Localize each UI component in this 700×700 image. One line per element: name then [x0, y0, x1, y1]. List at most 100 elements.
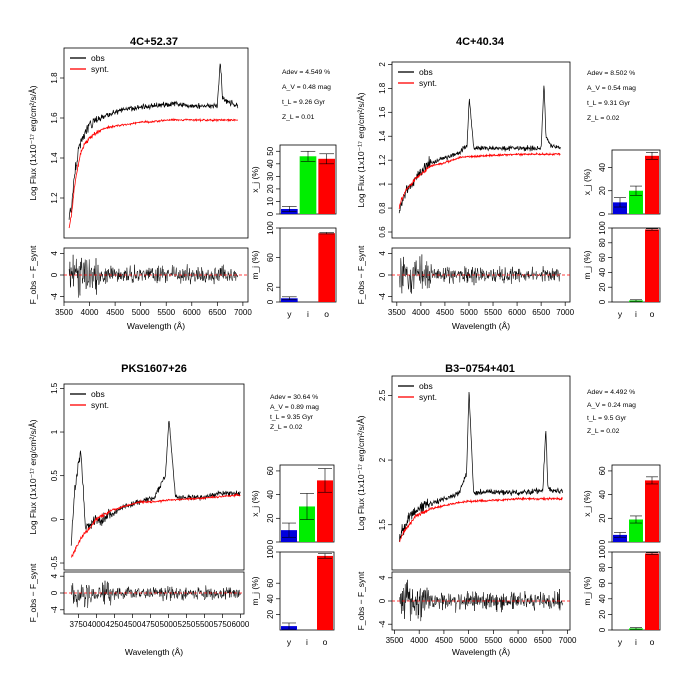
annotation-line: Adev = 30.64 % [270, 394, 318, 401]
flux-ylabel: Log Flux (1x10⁻¹⁷ erg/cm²/s/Å) [356, 415, 366, 530]
panel-title: 4C+40.34 [456, 36, 505, 48]
fit-annotations: Adev = 8.502 % A_V = 0.54 mag t_L = 9.31 G… [587, 70, 636, 122]
mj-frame [279, 227, 337, 303]
xlabel: Wavelength (Å) [452, 647, 510, 657]
bar-category-label: o [324, 309, 329, 319]
spectrum-synt-line [398, 151, 561, 209]
mj-ylabel: m_j (%) [582, 250, 592, 279]
annotation-line: t_L = 9.35 Gyr [270, 414, 314, 421]
mj-frame [279, 551, 335, 631]
mj-ytick-label: 0 [598, 299, 607, 304]
mj-ytick-label: 80 [598, 563, 607, 572]
flux-ytick-label: -0.5 [50, 556, 59, 570]
legend-obs-label: obs [419, 67, 433, 77]
residual-ytick-label: 0 [378, 272, 387, 277]
legend-synt-label: synt. [91, 64, 109, 74]
xtick-label: 4500 [436, 308, 454, 317]
bar-category-label: y [287, 309, 292, 319]
flux-ytick-label: 1.4 [378, 130, 387, 142]
bar-category-label: o [650, 637, 655, 647]
xtick-label: 5000 [460, 308, 478, 317]
xj-bar-i [629, 519, 643, 542]
mj-ytick-label: 0 [266, 299, 275, 304]
xj-ytick-label: 50 [266, 146, 275, 155]
xtick-label: 6000 [183, 308, 201, 317]
bar-category-label: i [635, 309, 637, 319]
annotation-line: Adev = 8.502 % [587, 70, 635, 77]
xtick-label: 5500 [484, 308, 502, 317]
flux-plot-frame [63, 47, 249, 239]
xj-ytick-label: 0 [598, 211, 607, 216]
xtick-label: 4000 [410, 636, 428, 645]
xj-ytick-label: 10 [266, 196, 275, 205]
flux-ytick-label: 2 [378, 62, 387, 67]
annotation-line: Z_L = 0.02 [587, 428, 620, 435]
panel-title: 4C+52.37 [130, 36, 178, 48]
xtick-label: 3500 [388, 308, 406, 317]
panel-title: PKS1607+26 [121, 363, 187, 375]
flux-ytick-label: 1.6 [378, 106, 387, 118]
xtick-label: 4500 [106, 308, 124, 317]
residual-ylabel: F_obs − F_synt [356, 571, 366, 630]
flux-ytick-label: 0 [50, 517, 59, 522]
xtick-label: 5000 [460, 636, 478, 645]
xj-bar-y [613, 202, 627, 214]
residual-ylabel: F_obs − F_synt [28, 245, 38, 304]
mj-bar-y [281, 298, 298, 302]
mj-ytick-label: 20 [598, 282, 607, 291]
flux-ytick-label: 0.6 [378, 226, 387, 238]
residual-ytick-label: 4 [378, 575, 387, 580]
xtick-label: 6000 [509, 636, 527, 645]
bar-category-label: o [323, 637, 328, 647]
xj-bar-o [318, 158, 335, 214]
legend-obs-label: obs [91, 389, 105, 399]
xj-ytick-label: 40 [598, 490, 607, 499]
residual-ylabel: F_obs − F_synt [28, 563, 38, 622]
xtick-label: 3500 [55, 308, 73, 317]
xj-bar-o [645, 155, 659, 214]
mj-bar-o [645, 553, 659, 630]
mj-ytick-label: 20 [266, 282, 275, 291]
residual-line [398, 254, 561, 294]
xtick-label: 3500 [386, 636, 404, 645]
xtick-label: 6500 [532, 308, 550, 317]
xtick-label: 5500 [196, 620, 214, 629]
residual-ylabel: F_obs − F_synt [356, 245, 366, 304]
mj-ytick-label: 100 [266, 221, 275, 235]
xj-ytick-label: 20 [598, 186, 607, 195]
xtick-label: 5250 [178, 620, 196, 629]
flux-ytick-label: 2.5 [378, 389, 387, 401]
xtick-label: 4000 [81, 308, 99, 317]
xj-bar-y [613, 534, 627, 542]
bar-category-label: i [307, 309, 309, 319]
mj-ytick-label: 40 [598, 594, 607, 603]
xtick-label: 4750 [142, 620, 160, 629]
xtick-label: 4250 [106, 620, 124, 629]
xj-ytick-label: 0 [598, 539, 607, 544]
mj-ytick-label: 20 [266, 609, 275, 618]
flux-ytick-label: 1.4 [50, 152, 59, 164]
bar-category-label: y [618, 309, 623, 319]
xj-ytick-label: 60 [266, 466, 275, 475]
xlabel: Wavelength (Å) [127, 321, 185, 331]
xlabel: Wavelength (Å) [125, 647, 183, 657]
xj-ytick-label: 0 [266, 211, 275, 216]
mj-ylabel: m_j (%) [250, 576, 260, 605]
mj-ytick-label: 100 [598, 545, 607, 559]
xlabel: Wavelength (Å) [452, 321, 510, 331]
xtick-label: 5500 [157, 308, 175, 317]
mj-ytick-label: 40 [266, 594, 275, 603]
annotation-line: A_V = 0.48 mag [282, 84, 331, 91]
bar-category-label: y [618, 637, 623, 647]
mj-ylabel: m_j (%) [582, 576, 592, 605]
mj-ytick-label: 60 [598, 253, 607, 262]
fit-annotations: Adev = 4.492 % A_V = 0.24 mag t_L = 9.5 Gy… [587, 389, 636, 435]
flux-ytick-label: 1.2 [50, 192, 59, 204]
xj-ytick-label: 40 [266, 159, 275, 168]
residual-ytick-label: -4 [50, 606, 59, 614]
annotation-line: A_V = 0.24 mag [587, 402, 636, 409]
spectrum-synt-line [399, 496, 563, 543]
